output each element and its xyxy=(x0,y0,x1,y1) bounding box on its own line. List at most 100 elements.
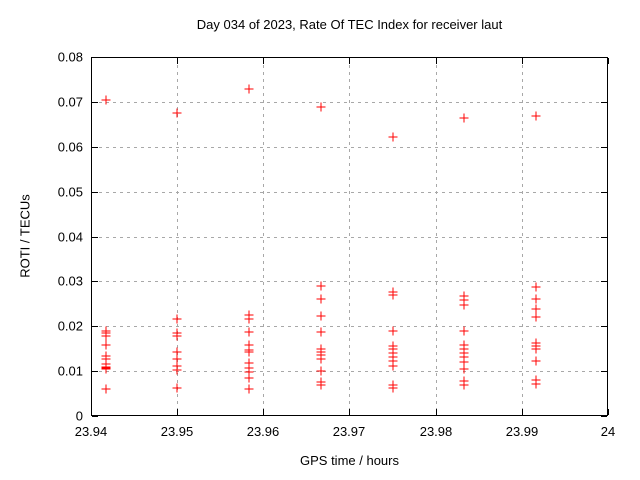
data-point xyxy=(388,326,398,336)
x-tick-label: 23.97 xyxy=(332,424,366,439)
data-point xyxy=(459,364,469,374)
data-point xyxy=(459,352,469,362)
data-point xyxy=(459,300,469,310)
data-point xyxy=(244,327,254,337)
y-tick-left xyxy=(92,102,98,103)
y-tick-label: 0.04 xyxy=(57,229,83,245)
data-point xyxy=(316,327,326,337)
y-tick-left xyxy=(92,326,98,327)
x-tick-label: 23.96 xyxy=(246,424,280,439)
data-point xyxy=(172,347,182,357)
data-point xyxy=(172,108,182,118)
v-gridline xyxy=(522,58,523,415)
y-tick-right xyxy=(601,281,607,282)
y-tick-left xyxy=(92,416,98,417)
data-point xyxy=(172,383,182,393)
data-point xyxy=(172,331,182,341)
x-tick-top xyxy=(349,58,350,64)
data-point xyxy=(316,366,326,376)
y-tick-left xyxy=(92,371,98,372)
data-point xyxy=(388,356,398,366)
y-tick-right xyxy=(601,192,607,193)
data-point xyxy=(244,84,254,94)
data-point xyxy=(244,384,254,394)
v-gridline xyxy=(177,58,178,415)
y-tick-label: 0.07 xyxy=(57,94,83,110)
data-point xyxy=(172,365,182,375)
v-gridline xyxy=(263,58,264,415)
x-tick-bottom xyxy=(263,409,264,415)
data-point xyxy=(459,113,469,123)
y-tick-left xyxy=(92,237,98,238)
data-point xyxy=(531,294,541,304)
data-point xyxy=(531,282,541,292)
data-point xyxy=(531,312,541,322)
data-point xyxy=(316,380,326,390)
data-point xyxy=(172,354,182,364)
v-gridline xyxy=(349,58,350,415)
v-gridline xyxy=(436,58,437,415)
data-point xyxy=(316,102,326,112)
data-point xyxy=(459,357,469,367)
data-point xyxy=(101,95,111,105)
data-point xyxy=(531,379,541,389)
y-tick-right xyxy=(601,57,607,58)
data-point xyxy=(459,380,469,390)
data-point xyxy=(244,373,254,383)
data-point xyxy=(531,344,541,354)
data-point xyxy=(316,354,326,364)
data-point xyxy=(459,326,469,336)
data-point xyxy=(531,111,541,121)
y-tick-right xyxy=(601,102,607,103)
data-point xyxy=(531,356,541,366)
y-tick-label: 0.08 xyxy=(57,49,83,65)
x-tick-bottom xyxy=(522,409,523,415)
x-tick-top xyxy=(436,58,437,64)
y-tick-right xyxy=(601,371,607,372)
y-tick-left xyxy=(92,281,98,282)
data-point xyxy=(101,331,111,341)
y-tick-label: 0.05 xyxy=(57,184,83,200)
y-tick-label: 0 xyxy=(75,408,83,424)
x-tick-bottom xyxy=(608,409,609,415)
y-tick-left xyxy=(92,57,98,58)
y-tick-label: 0.03 xyxy=(57,273,83,289)
x-tick-top xyxy=(608,58,609,64)
data-point xyxy=(316,281,326,291)
y-tick-right xyxy=(601,416,607,417)
y-tick-right xyxy=(601,147,607,148)
y-tick-label: 0.02 xyxy=(57,318,83,334)
x-tick-label: 23.94 xyxy=(74,424,108,439)
data-point xyxy=(388,361,398,371)
x-tick-bottom xyxy=(436,409,437,415)
x-tick-top xyxy=(522,58,523,64)
y-tick-label: 0.06 xyxy=(57,139,83,155)
y-tick-right xyxy=(601,326,607,327)
y-axis-label: ROTI / TECUs xyxy=(17,194,33,278)
data-point xyxy=(244,347,254,357)
x-tick-label: 23.95 xyxy=(160,424,194,439)
data-point xyxy=(101,364,111,374)
data-point xyxy=(316,311,326,321)
data-point xyxy=(316,294,326,304)
data-point xyxy=(459,295,469,305)
data-point xyxy=(388,290,398,300)
y-tick-label: 0.01 xyxy=(57,363,83,379)
x-tick-label: 23.98 xyxy=(419,424,453,439)
x-tick-bottom xyxy=(349,409,350,415)
chart-title: Day 034 of 2023, Rate Of TEC Index for r… xyxy=(196,17,503,32)
x-tick-top xyxy=(177,58,178,64)
x-tick-label: 24 xyxy=(600,424,616,439)
data-point xyxy=(101,384,111,394)
data-point xyxy=(101,340,111,350)
data-point xyxy=(531,304,541,314)
x-tick-top xyxy=(263,58,264,64)
data-point xyxy=(244,314,254,324)
x-tick-bottom xyxy=(91,409,92,415)
data-point xyxy=(244,367,254,377)
y-tick-left xyxy=(92,192,98,193)
data-point xyxy=(244,340,254,350)
x-tick-top xyxy=(91,58,92,64)
x-tick-bottom xyxy=(177,409,178,415)
